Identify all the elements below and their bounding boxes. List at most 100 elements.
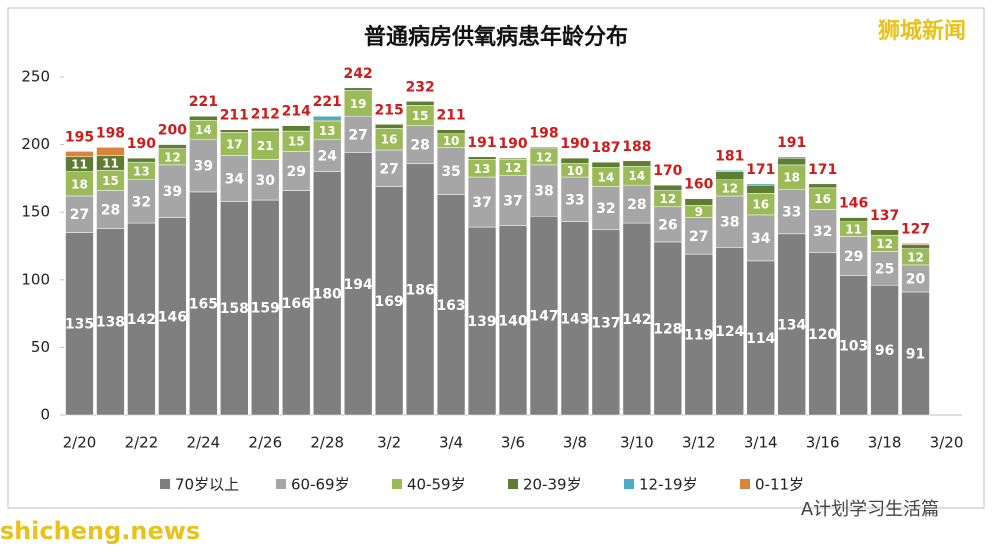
segment-label: 12 [536, 150, 553, 164]
segment-label: 10 [443, 134, 460, 148]
x-tick-label: 3/10 [620, 434, 654, 452]
bar-segment [839, 236, 868, 276]
segment-label: 29 [286, 164, 305, 180]
y-tick-label: 150 [21, 203, 50, 221]
bar-segment [96, 190, 125, 229]
bar-segment [839, 275, 868, 416]
legend-label: 70岁以上 [175, 476, 239, 494]
bar-segment [715, 170, 744, 172]
segment-label: 34 [225, 171, 245, 187]
legend-swatch [740, 479, 750, 489]
bar-segment [374, 124, 404, 129]
bar-segment [746, 184, 775, 194]
watermark: shicheng.news [0, 517, 200, 545]
bar-segment [220, 155, 249, 202]
x-tick-label: 3/4 [439, 434, 463, 452]
segment-label: 120 [808, 327, 837, 343]
total-label: 170 [653, 163, 682, 179]
bar-segment [529, 164, 559, 217]
bar-segment [158, 217, 187, 416]
segment-label: 28 [627, 197, 646, 213]
total-label: 198 [96, 125, 125, 141]
bar-segment [189, 115, 218, 121]
legend-swatch [624, 479, 634, 489]
bar-segment [127, 222, 156, 416]
bar-segment [746, 214, 775, 262]
bar-segment [653, 206, 683, 243]
segment-label: 169 [375, 294, 404, 310]
total-label: 211 [436, 108, 465, 124]
segment-label: 39 [194, 159, 213, 175]
segment-label: 114 [746, 331, 775, 347]
bar-segment [777, 164, 806, 190]
segment-label: 138 [96, 315, 125, 331]
segment-label: 13 [319, 124, 336, 138]
total-label: 181 [715, 148, 744, 164]
segment-label: 27 [348, 127, 367, 143]
total-label: 211 [220, 108, 249, 124]
segment-label: 33 [782, 205, 801, 221]
legend-label: 20-39岁 [523, 476, 582, 494]
segment-label: 28 [410, 138, 429, 154]
chart-title: 普通病房供氧病患年龄分布 [364, 24, 628, 50]
bar-segment [808, 183, 837, 189]
bar-segment [591, 186, 621, 231]
bar-segment [901, 244, 930, 249]
bar-segment [591, 161, 621, 168]
segment-label: 32 [813, 224, 832, 240]
segment-label: 14 [598, 171, 615, 185]
segment-label: 140 [498, 313, 527, 329]
bar-segment [436, 129, 466, 135]
x-tick-label: 2/22 [125, 434, 159, 452]
bar-segment [96, 147, 125, 156]
bar-segment [560, 176, 590, 222]
segment-label: 11 [845, 223, 862, 237]
segment-label: 15 [102, 174, 119, 188]
bar-segment [436, 194, 466, 416]
segment-label: 12 [505, 161, 522, 175]
y-tick-label: 200 [21, 135, 50, 153]
bar-segment [498, 157, 528, 160]
segment-label: 27 [689, 229, 708, 245]
segment-label: 35 [441, 164, 460, 180]
x-tick-label: 3/12 [682, 434, 716, 452]
bar-segment [65, 171, 94, 197]
bar-segment [189, 138, 218, 193]
bar-segment [839, 217, 868, 222]
bar-segment [436, 147, 466, 195]
legend-label: 40-59岁 [407, 476, 466, 494]
bar-segment [622, 160, 652, 167]
total-label: 214 [282, 104, 311, 120]
bar-segment [405, 163, 435, 416]
total-label: 232 [405, 79, 434, 95]
segment-label: 37 [472, 195, 491, 211]
total-label: 190 [127, 136, 156, 152]
segment-label: 11 [71, 158, 88, 172]
bar-segment [777, 233, 806, 416]
bar-segment [901, 243, 930, 245]
segment-label: 96 [875, 343, 894, 359]
segment-label: 15 [412, 109, 429, 123]
segment-label: 165 [189, 296, 218, 312]
total-label: 137 [870, 208, 899, 224]
segment-label: 18 [71, 177, 88, 191]
segment-label: 147 [529, 309, 558, 325]
segment-label: 142 [127, 312, 156, 328]
total-label: 195 [65, 129, 94, 145]
bar-segment [343, 115, 373, 153]
segment-label: 10 [567, 164, 584, 178]
segment-label: 14 [195, 123, 212, 137]
bar-segment [158, 144, 187, 149]
bar-segment [808, 252, 837, 416]
total-label: 190 [560, 136, 589, 152]
segment-label: 13 [474, 162, 491, 176]
segment-label: 143 [560, 311, 589, 327]
x-tick-label: 3/16 [806, 434, 840, 452]
bar-segment [622, 222, 652, 416]
total-label: 190 [498, 136, 527, 152]
bar-segment [684, 198, 713, 206]
segment-label: 16 [814, 192, 831, 206]
bar-segment [251, 128, 280, 132]
segment-label: 134 [777, 317, 806, 333]
